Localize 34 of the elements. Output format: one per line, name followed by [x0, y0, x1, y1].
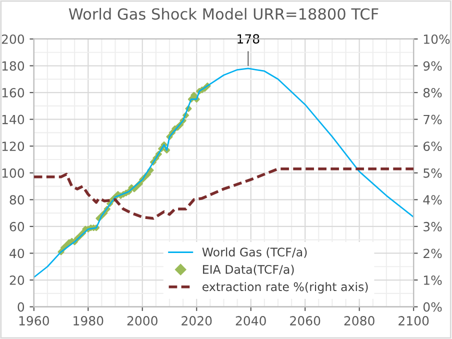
legend-label: extraction rate %(right axis)	[202, 282, 368, 294]
y-tick-label: 60	[10, 222, 24, 232]
y2-tick-label: 1%	[424, 275, 442, 285]
x-tick-label: 2060	[290, 316, 320, 326]
y-tick-label: 80	[10, 195, 24, 205]
x-tick-label: 2040	[236, 316, 266, 326]
y-tick-label: 120	[2, 142, 24, 152]
y2-tick-label: 0%	[423, 302, 442, 312]
y-tick-label: 20	[10, 275, 24, 285]
y2-tick-label: 8%	[423, 88, 442, 98]
y2-tick-label: 9%	[423, 61, 442, 71]
chart-title: World Gas Shock Model URR=18800 TCF	[68, 8, 378, 20]
y-tick-label: 160	[2, 88, 24, 98]
y-tick-label: 100	[2, 168, 24, 178]
y2-tick-label: 6%	[423, 142, 442, 152]
y2-tick-label: 3%	[424, 222, 442, 232]
y2-tick-label: 2%	[424, 248, 442, 258]
x-tick-label: 1980	[74, 316, 104, 326]
y2-tick-label: 7%	[424, 114, 442, 124]
legend-label: EIA Data(TCF/a)	[203, 264, 294, 276]
y-tick-label: 140	[2, 114, 24, 124]
x-tick-label: 2080	[344, 316, 374, 326]
y-tick-label: 40	[10, 248, 24, 258]
legend-label: World Gas (TCF/a)	[202, 247, 307, 258]
y2-tick-label: 10%	[424, 34, 450, 44]
x-tick-label: 2000	[127, 316, 158, 326]
x-tick-label: 2020	[182, 316, 212, 326]
y-tick-label: 180	[2, 61, 24, 71]
y2-tick-label: 4%	[423, 195, 442, 205]
y-tick-label: 0	[18, 302, 24, 312]
y-tick-label: 200	[2, 34, 24, 44]
y2-tick-label: 5%	[424, 168, 442, 178]
x-tick-label: 1960	[19, 316, 49, 326]
x-tick-label: 2100	[398, 316, 429, 326]
